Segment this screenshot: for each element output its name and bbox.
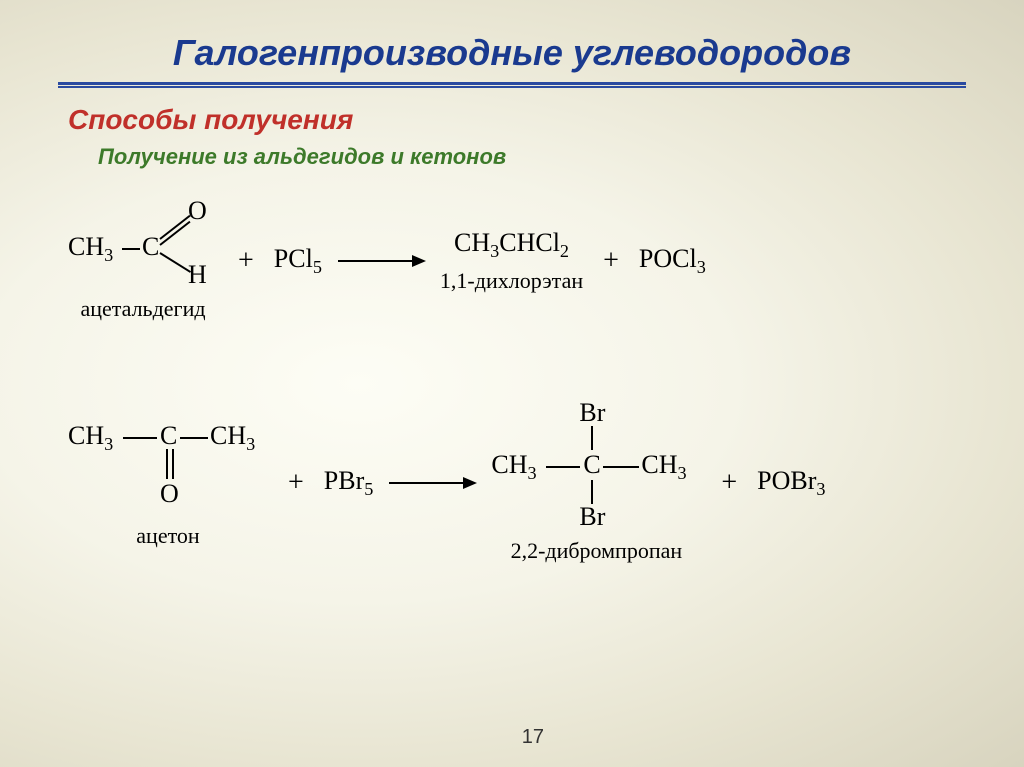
reaction-1: CH3 C O H ацетальдегид + PCl5 (68, 200, 956, 322)
formula-ch3chcl2: CH3CHCl2 (454, 228, 569, 262)
dibromopropane-structure: CH3 C CH3 Br Br (491, 402, 701, 532)
product-label: 1,1-дихлорэтан (440, 268, 583, 294)
section-subsubtitle: Получение из альдегидов и кетонов (98, 144, 976, 170)
bond (180, 437, 208, 439)
reaction-list: CH3 C O H ацетальдегид + PCl5 (48, 200, 976, 564)
reactant-label: ацетон (136, 523, 199, 549)
atom-br: Br (579, 398, 605, 428)
atom-c: C (583, 450, 600, 480)
bond (546, 466, 580, 468)
bond (603, 466, 639, 468)
reactant-acetone: CH3 C CH3 O ацетон (68, 417, 268, 549)
product-dibromopropane: CH3 C CH3 Br Br 2,2-дибромпропан (491, 402, 701, 564)
product-pocl3: POCl3 (639, 244, 706, 278)
product-label: 2,2-дибромпропан (511, 538, 683, 564)
reaction-arrow-icon (387, 473, 477, 493)
plus-sign: + (597, 245, 625, 277)
atom-ch3: CH3 (491, 450, 536, 484)
bond (172, 449, 174, 479)
reactant-label: ацетальдегид (80, 296, 205, 322)
acetone-structure: CH3 C CH3 O (68, 417, 268, 517)
bond (159, 215, 190, 240)
atom-ch3: CH3 (68, 421, 113, 455)
formula-pbr5: PBr5 (324, 466, 374, 500)
section-subtitle: Способы получения (68, 104, 976, 136)
bond (122, 248, 140, 250)
atom-c: C (142, 232, 159, 262)
product-dichloroethane: CH3CHCl2 1,1-дихлорэтан (440, 228, 583, 294)
reaction-arrow-icon (336, 251, 426, 271)
plus-sign: + (232, 245, 260, 277)
bond (123, 437, 157, 439)
page-number: 17 (522, 726, 544, 749)
atom-ch3: CH3 (68, 232, 113, 266)
slide: Галогенпроизводные углеводородов Способы… (0, 0, 1024, 767)
bond (166, 449, 168, 479)
atom-h: H (188, 260, 207, 290)
atom-o: O (188, 196, 207, 226)
atom-ch3: CH3 (641, 450, 686, 484)
plus-sign: + (282, 467, 310, 499)
reactant-acetaldehyde: CH3 C O H ацетальдегид (68, 200, 218, 322)
atom-br: Br (579, 502, 605, 532)
title-underline (58, 82, 966, 88)
acetaldehyde-structure: CH3 C O H (68, 200, 218, 290)
plus-sign: + (715, 467, 743, 499)
reaction-2: CH3 C CH3 O ацетон + PBr5 (68, 402, 956, 564)
reactant-pbr5: PBr5 (324, 466, 374, 500)
atom-c: C (160, 421, 177, 451)
bond (159, 252, 191, 273)
page-title: Галогенпроизводные углеводородов (48, 32, 976, 74)
bond (591, 480, 593, 504)
atom-ch3: CH3 (210, 421, 255, 455)
bond (591, 426, 593, 450)
atom-o: O (160, 479, 179, 509)
formula-pcl5: PCl5 (274, 244, 322, 278)
reactant-pcl5: PCl5 (274, 244, 322, 278)
product-pobr3: POBr3 (757, 466, 825, 500)
formula-pobr3: POBr3 (757, 466, 825, 500)
formula-pocl3: POCl3 (639, 244, 706, 278)
